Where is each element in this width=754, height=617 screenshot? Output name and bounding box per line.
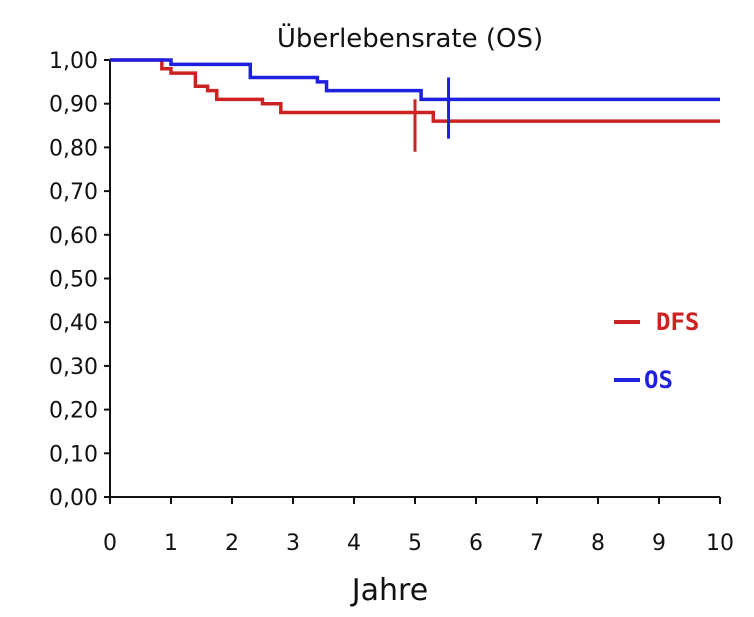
x-tick-label: 3 bbox=[286, 531, 300, 556]
x-tick-label: 10 bbox=[706, 531, 734, 556]
x-tick-label: 0 bbox=[103, 531, 117, 556]
series-layer bbox=[110, 58, 720, 152]
legend-label-dfs: DFS bbox=[656, 308, 699, 336]
y-tick-label: 0,20 bbox=[49, 399, 98, 424]
x-axis-title: Jahre bbox=[350, 573, 428, 608]
y-tick-label: 0,00 bbox=[49, 486, 98, 511]
y-tick-label: 0,80 bbox=[49, 136, 98, 161]
y-tick-label: 0,90 bbox=[49, 93, 98, 118]
axes: 0,00 0,10 0,20 0,30 0,40 0,50 0,60 0,70 0,80 0,90… bbox=[49, 49, 734, 556]
y-tick-label: 0,30 bbox=[49, 355, 98, 380]
chart-title: Überlebensrate (OS) bbox=[277, 22, 543, 54]
y-tick-label: 0,10 bbox=[49, 442, 98, 467]
series-line-dfs bbox=[110, 58, 720, 123]
y-tick-label: 0,40 bbox=[49, 311, 98, 336]
x-tick-label: 7 bbox=[530, 531, 544, 556]
x-tick-label: 8 bbox=[591, 531, 605, 556]
x-tick-label: 5 bbox=[408, 531, 422, 556]
x-tick-label: 9 bbox=[652, 531, 666, 556]
y-tick-label: 0,60 bbox=[49, 224, 98, 249]
series-line-os bbox=[110, 58, 720, 102]
x-tick-label: 4 bbox=[347, 531, 361, 556]
legend-label-os: OS bbox=[644, 366, 673, 394]
y-tick-label: 0,70 bbox=[49, 180, 98, 205]
x-tick-label: 6 bbox=[469, 531, 483, 556]
x-tick-label: 2 bbox=[225, 531, 239, 556]
y-tick-label: 0,50 bbox=[49, 268, 98, 293]
y-tick-label: 1,00 bbox=[49, 49, 98, 74]
legend: DFS OS bbox=[614, 308, 699, 394]
x-tick-label: 1 bbox=[164, 531, 178, 556]
